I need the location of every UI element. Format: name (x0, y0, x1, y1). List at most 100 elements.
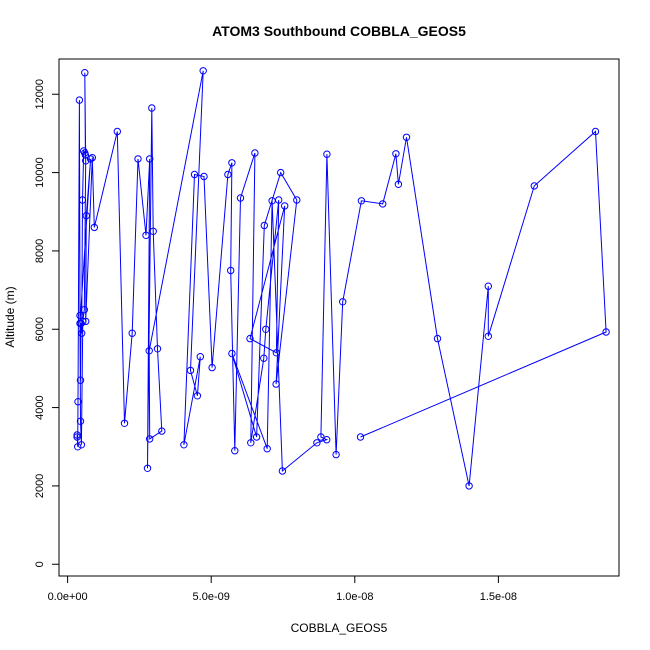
data-point (196, 353, 205, 361)
x-tick-label: 0.0e+00 (48, 591, 88, 603)
data-point (75, 96, 84, 104)
data-point (78, 329, 86, 337)
data-point (263, 445, 271, 453)
x-tick-label: 5.0e-09 (193, 591, 230, 603)
y-tick-label: 0 (34, 561, 46, 567)
data-point (402, 133, 411, 142)
data-point (260, 354, 268, 362)
data-point (394, 180, 403, 189)
data-point (236, 194, 245, 202)
data-point (81, 69, 89, 77)
y-tick-label: 12000 (34, 79, 46, 110)
y-tick-label: 2000 (34, 474, 46, 498)
data-point (227, 266, 235, 275)
data-point (530, 182, 538, 190)
data-point (272, 380, 280, 388)
data-point (357, 197, 366, 205)
chart-title: ATOM3 Southbound COBBLA_GEOS5 (212, 23, 466, 39)
data-point (262, 325, 270, 333)
x-tick-label: 1.5e-08 (480, 591, 517, 603)
data-point (82, 212, 91, 220)
plot-frame (58, 58, 620, 577)
data-point (228, 159, 236, 167)
data-point (186, 366, 195, 375)
data-point (208, 363, 216, 372)
data-point (224, 170, 232, 179)
x-tick-label: 1.0e-08 (336, 591, 373, 603)
data-point (86, 155, 95, 163)
data-point (113, 127, 122, 136)
data-point (134, 155, 142, 163)
data-point (128, 329, 136, 337)
y-tick-label: 4000 (34, 395, 46, 419)
y-tick-label: 6000 (34, 317, 46, 341)
data-point (281, 202, 289, 210)
data-point (200, 172, 208, 181)
data-point (146, 435, 154, 443)
data-point (146, 155, 154, 163)
data-point (260, 221, 268, 230)
data-point (278, 467, 287, 475)
data-point (293, 196, 301, 204)
data-point (356, 433, 365, 441)
y-axis: 0 2000 4000 6000 8000 10000 12000 (34, 79, 60, 567)
data-point (82, 157, 90, 165)
data-point (145, 347, 153, 355)
data-point (484, 282, 492, 290)
x-axis: 0.0e+00 5.0e-09 1.0e-08 1.5e-08 (48, 575, 517, 603)
data-point (272, 349, 281, 357)
data-point (591, 127, 600, 136)
data-point (142, 231, 150, 240)
data-point (120, 419, 129, 427)
data-point (228, 349, 236, 358)
data-point (268, 197, 276, 205)
data-point (602, 328, 610, 336)
data-point (313, 439, 321, 447)
data-point (392, 150, 400, 158)
data-point (143, 464, 152, 472)
data-point (74, 398, 82, 406)
data-point (332, 450, 340, 459)
y-tick-label: 10000 (34, 157, 46, 188)
data-point (76, 417, 85, 425)
data-point (73, 431, 81, 439)
y-tick-label: 8000 (34, 239, 46, 263)
data-point (158, 427, 166, 435)
series-line (76, 70, 607, 487)
data-point (252, 433, 261, 441)
y-axis-label: Altitude (m) (3, 286, 17, 347)
data-point (190, 170, 199, 179)
data-point (180, 441, 188, 449)
data-point (465, 482, 473, 490)
data-point (317, 433, 325, 441)
data-point (433, 334, 442, 343)
data-point (231, 447, 239, 455)
data-point (148, 104, 156, 112)
x-axis-label: COBBLA_GEOS5 (291, 621, 388, 635)
data-point (82, 317, 90, 326)
data-point (251, 149, 259, 157)
data-point (153, 345, 162, 353)
data-point (339, 298, 347, 306)
data-point (149, 227, 157, 236)
data-point (88, 154, 97, 162)
data-point (484, 332, 492, 340)
data-point (199, 67, 207, 75)
data-point (323, 150, 331, 158)
data-point (73, 433, 81, 441)
data-point (90, 223, 99, 232)
data-point (74, 443, 82, 451)
data-point (277, 168, 285, 177)
data-point (76, 311, 84, 320)
data-point (379, 200, 387, 208)
data-point (78, 196, 87, 204)
data-point (246, 334, 254, 343)
data-point (247, 439, 255, 447)
data-point (193, 392, 202, 400)
data-point (76, 376, 85, 384)
data-point (323, 436, 331, 444)
data-points (73, 67, 610, 490)
data-point (81, 151, 90, 159)
data-point (80, 306, 89, 314)
